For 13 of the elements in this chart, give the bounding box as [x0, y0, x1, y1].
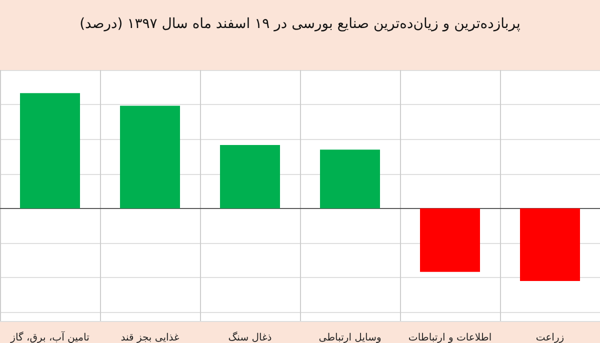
chart-title: پربازده‌ترین و زیان‌ده‌ترین صنایع بورسی در ۱۹ اسفند ماه سال ۱۳۹۷ (درصد)	[80, 16, 521, 32]
x-tick-label: غذایی بجز قند	[120, 332, 180, 343]
x-tick-label: تامین آب، برق، گاز	[10, 330, 90, 343]
bar	[120, 106, 180, 208]
bar	[520, 208, 580, 282]
x-tick-label: زراعت	[536, 332, 564, 343]
bar	[320, 150, 380, 208]
x-tick-label: وسایل ارتباطی	[318, 332, 382, 343]
bar	[220, 144, 280, 208]
x-tick-label: ذغال سنگ	[228, 332, 272, 343]
bar	[420, 208, 480, 272]
x-tick-label: اطلاعات و ارتباطات	[408, 332, 492, 343]
bar	[20, 93, 80, 208]
